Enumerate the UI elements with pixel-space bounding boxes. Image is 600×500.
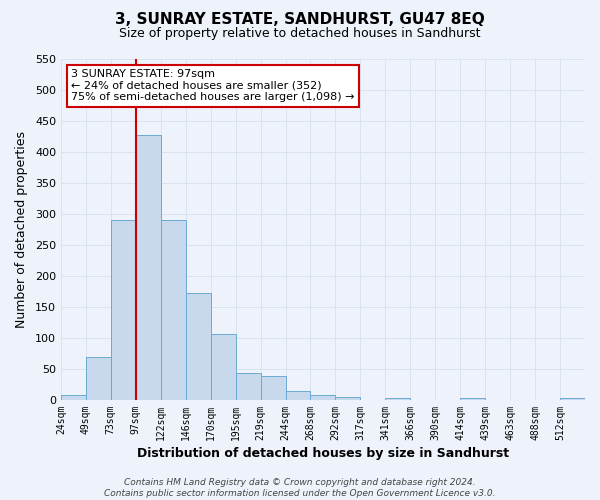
Text: 3, SUNRAY ESTATE, SANDHURST, GU47 8EQ: 3, SUNRAY ESTATE, SANDHURST, GU47 8EQ bbox=[115, 12, 485, 28]
Bar bbox=[186, 292, 211, 400]
Bar bbox=[310, 395, 335, 400]
Bar bbox=[385, 398, 410, 400]
Y-axis label: Number of detached properties: Number of detached properties bbox=[15, 131, 28, 328]
Bar bbox=[560, 398, 585, 400]
Bar bbox=[136, 134, 161, 400]
Bar bbox=[61, 395, 86, 400]
X-axis label: Distribution of detached houses by size in Sandhurst: Distribution of detached houses by size … bbox=[137, 447, 509, 460]
Bar bbox=[86, 356, 111, 400]
Bar bbox=[236, 372, 260, 400]
Bar bbox=[211, 334, 236, 400]
Bar bbox=[161, 220, 186, 400]
Text: 3 SUNRAY ESTATE: 97sqm
← 24% of detached houses are smaller (352)
75% of semi-de: 3 SUNRAY ESTATE: 97sqm ← 24% of detached… bbox=[71, 69, 355, 102]
Text: Contains HM Land Registry data © Crown copyright and database right 2024.
Contai: Contains HM Land Registry data © Crown c… bbox=[104, 478, 496, 498]
Text: Size of property relative to detached houses in Sandhurst: Size of property relative to detached ho… bbox=[119, 28, 481, 40]
Bar bbox=[111, 220, 136, 400]
Bar bbox=[286, 390, 310, 400]
Bar bbox=[335, 398, 361, 400]
Bar bbox=[260, 376, 286, 400]
Bar bbox=[460, 398, 485, 400]
